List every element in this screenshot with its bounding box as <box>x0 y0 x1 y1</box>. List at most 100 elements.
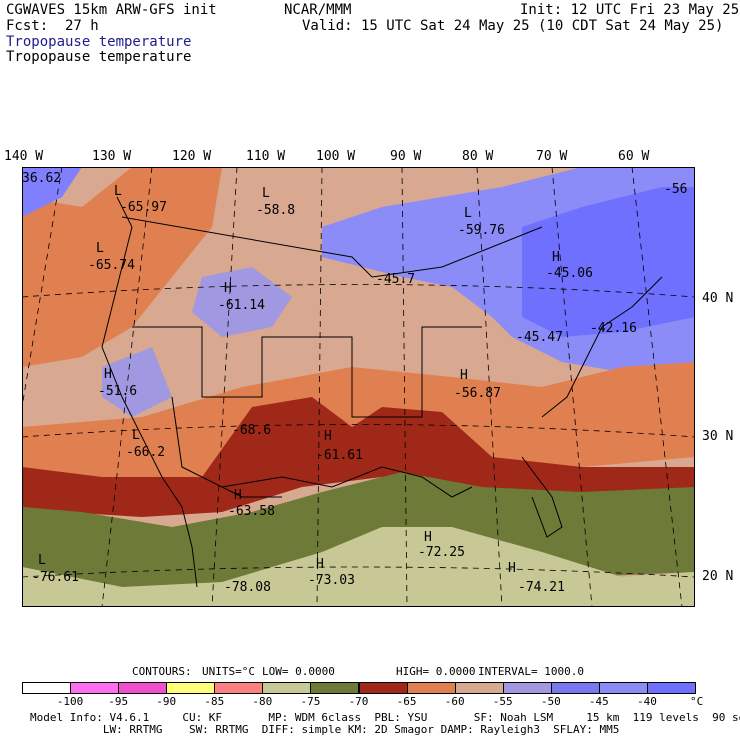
high-marker: H <box>460 368 468 383</box>
low-marker: L <box>96 241 104 256</box>
field-shading-deep-blue <box>522 187 695 337</box>
field-title-primary: Tropopause temperature <box>6 34 192 50</box>
colorbar-tick-label: -90 <box>156 695 177 708</box>
low-marker: L <box>262 186 270 201</box>
graticule <box>22 167 695 607</box>
map-canvas <box>22 167 695 607</box>
lon-line-130w <box>22 167 63 408</box>
field-value-label: -59.76 <box>458 223 505 238</box>
field-value-label: -74.21 <box>518 580 565 595</box>
lon-line-110w <box>211 167 238 607</box>
model-info-line-1: Model Info: V4.6.1 CU: KF MP: WDM 6class… <box>30 711 740 724</box>
field-value-label: -45.06 <box>546 266 593 281</box>
florida-outline <box>521 456 563 538</box>
organization: NCAR/MMM <box>284 2 352 18</box>
colorbar-tick-label: -50 <box>540 695 561 708</box>
colorbar-swatch <box>118 682 168 694</box>
field-value-label: -68.6 <box>232 423 272 438</box>
colorbar-swatch <box>262 682 312 694</box>
colorbar-tick-label: -100 <box>56 695 84 708</box>
lat-label: 30 N <box>702 429 734 444</box>
colorbar-tick-label: -80 <box>252 695 273 708</box>
field-value-label: -56 <box>664 182 688 197</box>
field-value-label: -45.47 <box>516 330 563 345</box>
lon-label: 100 W <box>316 149 356 164</box>
valid-time: Valid: 15 UTC Sat 24 May 25 (10 CDT Sat … <box>302 18 724 34</box>
field-value-label: -58.8 <box>256 203 296 218</box>
west-coastline <box>101 196 198 588</box>
field-shading-blue-northwest <box>22 167 82 217</box>
lon-line-60w <box>631 167 683 607</box>
field-value-label: -65.74 <box>88 258 135 273</box>
colorbar-swatch <box>502 682 552 694</box>
field-value-label: -42.16 <box>590 321 637 336</box>
lon-label: 130 W <box>92 149 132 164</box>
lon-label: 140 W <box>4 149 44 164</box>
colorbar-swatch <box>406 682 456 694</box>
gulf-coastline <box>221 466 473 498</box>
high-marker: H <box>104 367 112 382</box>
colorbar-swatch <box>166 682 216 694</box>
high-marker: H <box>552 250 560 265</box>
field-title-secondary: Tropopause temperature <box>6 49 192 65</box>
high-marker: H <box>316 557 324 572</box>
state-lines <box>132 326 482 418</box>
lon-label: 90 W <box>390 149 422 164</box>
low-marker: L <box>114 184 122 199</box>
colorbar-swatch <box>358 682 408 694</box>
field-shading-darkred <box>22 397 695 517</box>
colorbar-swatch <box>598 682 648 694</box>
field-value-label: -72.25 <box>418 545 465 560</box>
high-marker: H <box>234 488 242 503</box>
colorbar-tick-label: -95 <box>108 695 129 708</box>
colorbar-swatch <box>214 682 264 694</box>
contours-low: LOW= 0.0000 <box>262 665 335 678</box>
field-value-label: -73.03 <box>308 573 355 588</box>
forecast-hour: 27 h <box>65 18 99 34</box>
model-info-line-2: LW: RRTMG SW: RRTMG DIFF: simple KM: 2D … <box>30 723 620 736</box>
coastlines-and-borders <box>101 196 663 588</box>
field-value-label: -51.6 <box>98 384 138 399</box>
lon-line-70w <box>551 167 593 607</box>
colorbar-tick-label: -75 <box>300 695 321 708</box>
colorbar-unit: °C <box>690 695 704 708</box>
contours-units: UNITS=°C <box>202 665 255 678</box>
field-value-label: -61.14 <box>218 298 265 313</box>
lon-label: 70 W <box>536 149 568 164</box>
field-value-label: -65.97 <box>120 200 167 215</box>
us-canada-border <box>121 216 543 278</box>
field-value-label: -45.7 <box>376 272 416 287</box>
lon-line-100w <box>316 167 323 607</box>
lat-label: 20 N <box>702 569 734 584</box>
field-shading-lavender-southwest <box>102 347 172 417</box>
low-marker: L <box>38 553 46 568</box>
lon-line-80w <box>476 167 503 607</box>
tropopause-temperature-map: 36.62 L -65.97 L -58.8 L -59.76 -56 L -6… <box>22 167 695 607</box>
colorbar-swatch <box>70 682 120 694</box>
lon-label: 80 W <box>462 149 494 164</box>
colorbar-tick-label: -70 <box>348 695 369 708</box>
init-time: Init: 12 UTC Fri 23 May 25 <box>520 2 740 18</box>
colorbar-tick-label: -85 <box>204 695 225 708</box>
model-title: CGWAVES 15km ARW-GFS init <box>6 2 217 18</box>
field-value-label: 36.62 <box>22 171 62 186</box>
colorbar-tick-label: -60 <box>444 695 465 708</box>
mexico-border <box>171 396 282 498</box>
high-marker: H <box>424 530 432 545</box>
map-frame <box>22 167 695 607</box>
low-marker: L <box>132 428 140 443</box>
colorbar-swatch <box>550 682 600 694</box>
contours-label: CONTOURS: <box>132 665 192 678</box>
high-marker: H <box>324 429 332 444</box>
colorbar-tick-label: -55 <box>492 695 513 708</box>
colorbar-tick-label: -45 <box>588 695 609 708</box>
field-value-label: -56.87 <box>454 386 501 401</box>
colorbar-swatch <box>22 682 72 694</box>
colorbar-swatch <box>646 682 696 694</box>
lon-line-120w <box>101 167 153 607</box>
contours-interval: INTERVAL= 1000.0 <box>478 665 584 678</box>
field-value-label: -63.58 <box>228 504 275 519</box>
lon-label: 120 W <box>172 149 212 164</box>
lon-label: 110 W <box>246 149 286 164</box>
colorbar-tick-label: -65 <box>396 695 417 708</box>
